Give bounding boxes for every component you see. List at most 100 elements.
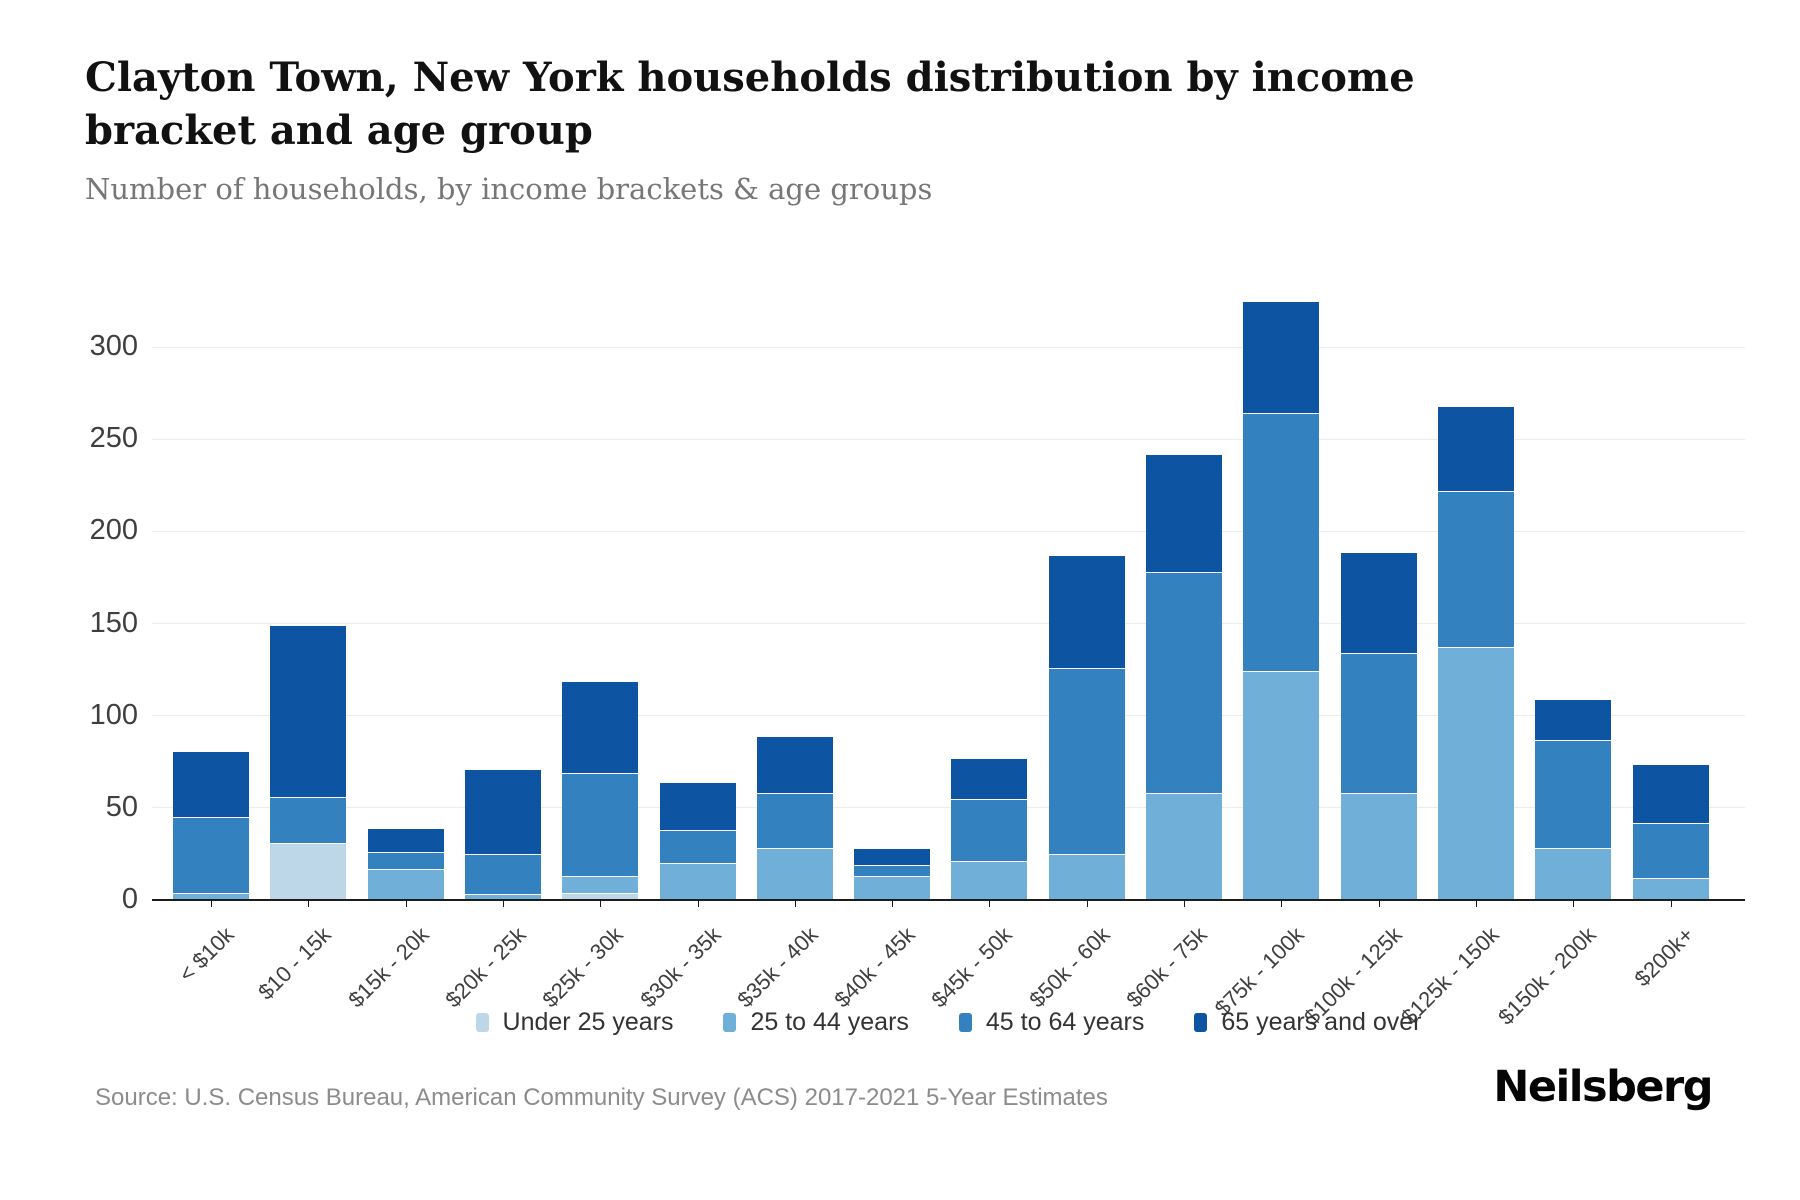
bar-segment[interactable] (756, 793, 833, 849)
bar-segment[interactable] (1340, 793, 1417, 900)
x-axis-tick (1378, 901, 1380, 907)
bar-segment[interactable] (1048, 667, 1125, 854)
x-axis-tick (502, 901, 504, 907)
bar-segment[interactable] (173, 750, 249, 818)
bar-segment[interactable] (464, 894, 541, 900)
chart-subtitle: Number of households, by income brackets… (85, 172, 933, 206)
x-axis-tick (600, 901, 602, 907)
bar-segment[interactable] (1243, 671, 1320, 900)
y-gridline (152, 438, 1745, 440)
bar-segment[interactable] (1048, 853, 1125, 900)
bar-segment[interactable] (854, 848, 931, 865)
x-axis-tick-label: $50k - 60k (1024, 922, 1115, 1013)
bar-segment[interactable] (659, 863, 736, 900)
x-axis-tick (1475, 901, 1477, 907)
x-axis-tick (1281, 901, 1283, 907)
bar-segment[interactable] (951, 798, 1028, 862)
bar-segment[interactable] (854, 876, 931, 900)
legend-swatch-icon (475, 1013, 489, 1032)
x-axis-tick (1086, 901, 1088, 907)
y-axis-tick-label: 300 (89, 330, 138, 362)
legend-item[interactable]: 45 to 64 years (958, 1008, 1145, 1037)
y-axis-tick-label: 200 (89, 514, 138, 547)
y-axis-tick-label: 50 (105, 790, 138, 823)
bar-segment[interactable] (1437, 405, 1514, 491)
legend-label: 65 years and over (1221, 1008, 1422, 1036)
bar-segment[interactable] (367, 868, 444, 900)
bar-segment[interactable] (1048, 555, 1125, 668)
bar-segment[interactable] (1340, 551, 1417, 653)
bar-segment[interactable] (367, 828, 444, 853)
bar-segment[interactable] (1437, 647, 1514, 900)
x-axis-tick-label: < $10k (173, 922, 239, 987)
bar-segment[interactable] (464, 853, 541, 895)
bar-segment[interactable] (951, 861, 1028, 900)
legend-swatch-icon (1194, 1013, 1208, 1032)
bar-segment[interactable] (1535, 848, 1612, 900)
bar-segment[interactable] (562, 892, 639, 900)
bar-segment[interactable] (756, 735, 833, 794)
bar-segment[interactable] (1243, 413, 1320, 672)
x-axis-tick (1573, 901, 1575, 907)
x-axis-tick-label: $60k - 75k (1121, 922, 1212, 1013)
bar-segment[interactable] (1437, 490, 1514, 648)
bar-segment[interactable] (270, 842, 347, 900)
x-axis-tick (211, 901, 212, 907)
bar-segment[interactable] (1535, 699, 1612, 740)
bar-segment[interactable] (173, 817, 249, 893)
x-axis-tick-label: $10 - 15k (253, 922, 336, 1005)
y-axis-tick-label: 150 (89, 606, 138, 639)
bar-segment[interactable] (854, 864, 931, 877)
x-axis-tick (697, 901, 699, 907)
bar-segment[interactable] (659, 829, 736, 864)
bar-segment[interactable] (464, 769, 541, 854)
x-axis-tick-label: $30k - 35k (634, 922, 726, 1013)
x-axis-tick (1184, 901, 1185, 907)
bar-segment[interactable] (1146, 793, 1222, 900)
legend-swatch-icon (958, 1013, 972, 1032)
bar-segment[interactable] (1632, 877, 1709, 900)
bar-segment[interactable] (1146, 571, 1222, 794)
x-axis-tick (794, 901, 796, 907)
x-axis-tick-label: $75k - 100k (1210, 922, 1309, 1021)
bar-segment[interactable] (1535, 739, 1612, 849)
bar-segment[interactable] (562, 876, 639, 893)
legend-label: 25 to 44 years (750, 1008, 909, 1036)
y-gridline (152, 623, 1745, 624)
bar-segment[interactable] (756, 848, 833, 900)
legend-item[interactable]: 25 to 44 years (723, 1008, 909, 1037)
legend-item[interactable]: Under 25 years (475, 1008, 673, 1037)
bar-segment[interactable] (1340, 652, 1417, 794)
y-gridline (152, 715, 1745, 717)
bar-segment[interactable] (1146, 453, 1222, 572)
bar-segment[interactable] (562, 772, 639, 877)
bar-segment[interactable] (659, 782, 736, 830)
bar-segment[interactable] (270, 625, 347, 797)
legend-swatch-icon (723, 1013, 737, 1032)
legend: Under 25 years 25 to 44 years 45 to 64 yea… (152, 1008, 1745, 1037)
bar-segment[interactable] (1632, 822, 1709, 878)
bar-segment[interactable] (173, 892, 249, 900)
x-axis-tick (989, 901, 991, 907)
y-gridline (152, 346, 1745, 348)
bar-segment[interactable] (1243, 300, 1320, 414)
bar-segment[interactable] (951, 758, 1028, 799)
x-axis-line (152, 899, 1745, 901)
bar-segment[interactable] (1632, 763, 1709, 823)
y-axis-tick-label: 100 (89, 698, 138, 731)
y-axis-tick-label: 250 (89, 422, 138, 455)
y-gridline (152, 807, 1745, 809)
x-axis-tick-label: $200k+ (1629, 922, 1699, 992)
x-axis-tick (1670, 901, 1672, 907)
chart-title: Clayton Town, New York households distri… (85, 54, 1415, 154)
bar-segment[interactable] (270, 796, 347, 843)
x-axis-tick-label: $20k - 25k (440, 922, 531, 1013)
legend-label: 45 to 64 years (985, 1008, 1145, 1036)
bar-segment[interactable] (562, 680, 639, 773)
source-note: Source: U.S. Census Bureau, American Com… (95, 1084, 1108, 1111)
bar-segment[interactable] (367, 852, 444, 869)
legend-item[interactable]: 65 years and over (1194, 1008, 1421, 1037)
x-axis-tick-label: $35k - 40k (732, 922, 823, 1013)
x-axis-tick (892, 901, 894, 907)
